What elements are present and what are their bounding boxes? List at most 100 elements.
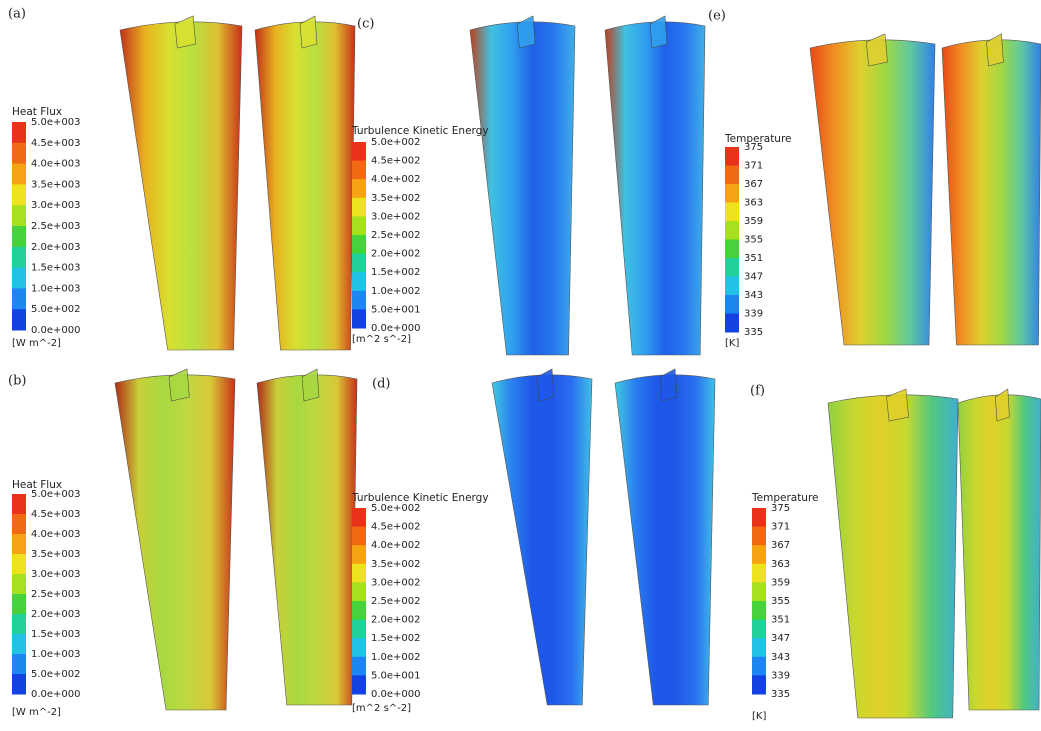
blade-tip <box>517 16 535 48</box>
colorbar-segment <box>352 291 366 310</box>
colorbar-tick-label: 363 <box>771 559 790 570</box>
colorbar-tick-label: 4.5e+003 <box>31 138 81 149</box>
blade-tip <box>650 16 667 48</box>
colorbar-tick-label: 4.5e+003 <box>31 509 81 520</box>
colorbar-segment <box>12 514 26 535</box>
colorbar-segment <box>352 142 366 161</box>
colorbar-segment <box>12 614 26 635</box>
colorbar-segment <box>12 534 26 555</box>
colorbar-tick-label: 0.0e+000 <box>31 689 81 700</box>
colorbar-segment <box>12 268 26 289</box>
colorbar-tick-label: 5.0e+003 <box>31 489 81 500</box>
legend-title: Turbulence Kinetic Energy <box>351 125 489 137</box>
colorbar-segment <box>352 675 366 694</box>
legend-unit: [m^2 s^-2] <box>352 334 411 345</box>
colorbar-tick-label: 335 <box>744 327 763 338</box>
colorbar-tick-label: 3.0e+002 <box>371 211 421 222</box>
colorbar-tick-label: 2.5e+003 <box>31 589 81 600</box>
figure: (a)Heat Flux5.0e+0034.5e+0034.0e+0033.5e… <box>0 0 1041 727</box>
colorbar-segment <box>352 508 366 527</box>
colorbar-segment <box>352 254 366 273</box>
colorbar-segment <box>352 179 366 198</box>
colorbar-segment <box>352 620 366 639</box>
colorbar-segment <box>12 288 26 309</box>
colorbar-tick-label: 0.0e+000 <box>371 689 421 700</box>
colorbar-tick-label: 371 <box>771 522 790 533</box>
colorbar-tick-label: 5.0e+003 <box>31 117 81 128</box>
colorbar-segment <box>12 574 26 595</box>
blade <box>942 40 1041 345</box>
colorbar-tick-label: 3.5e+002 <box>371 559 421 570</box>
blade-tip <box>995 389 1009 421</box>
colorbar-tick-label: 1.5e+002 <box>371 267 421 278</box>
colorbar-tick-label: 4.0e+003 <box>31 529 81 540</box>
colorbar-tick-label: 3.5e+003 <box>31 549 81 560</box>
colorbar-segment <box>352 272 366 291</box>
colorbar-segment <box>725 295 739 314</box>
colorbar-segment <box>725 166 739 185</box>
colorbar-tick-label: 1.5e+002 <box>371 633 421 644</box>
colorbar-tick-label: 367 <box>771 540 790 551</box>
colorbar-segment <box>752 508 766 527</box>
colorbar-tick-label: 351 <box>771 615 790 626</box>
blade-tip <box>169 369 189 401</box>
colorbar-tick-label: 2.5e+002 <box>371 230 421 241</box>
colorbar-tick-label: 1.0e+003 <box>31 283 81 294</box>
colorbar-segment <box>725 184 739 203</box>
colorbar-tick-label: 4.0e+003 <box>31 159 81 170</box>
colorbar-segment <box>12 554 26 575</box>
colorbar-segment <box>352 638 366 657</box>
colorbar-segment <box>352 545 366 564</box>
colorbar-segment <box>752 657 766 676</box>
colorbar-segment <box>352 216 366 235</box>
colorbar-tick-label: 1.0e+002 <box>371 652 421 663</box>
colorbar-segment <box>752 620 766 639</box>
colorbar-tick-label: 2.0e+002 <box>371 249 421 260</box>
panel-label: (f) <box>750 384 765 399</box>
colorbar-tick-label: 2.0e+003 <box>31 242 81 253</box>
colorbar-segment <box>752 638 766 657</box>
colorbar-tick-label: 2.0e+002 <box>371 615 421 626</box>
blade-tip <box>660 369 677 401</box>
colorbar-tick-label: 0.0e+000 <box>371 323 421 334</box>
colorbar-tick-label: 4.5e+002 <box>371 522 421 533</box>
blade <box>470 22 575 355</box>
blade-tip <box>866 34 887 66</box>
panel-label: (e) <box>708 9 726 24</box>
colorbar-segment <box>352 309 366 328</box>
colorbar-tick-label: 355 <box>771 596 790 607</box>
colorbar-tick-label: 371 <box>744 161 763 172</box>
colorbar-segment <box>725 314 739 333</box>
colorbar-tick-label: 3.0e+003 <box>31 200 81 211</box>
colorbar-segment <box>725 240 739 259</box>
colorbar-tick-label: 3.0e+003 <box>31 569 81 580</box>
colorbar-tick-label: 3.0e+002 <box>371 577 421 588</box>
legend-unit: [W m^-2] <box>12 707 61 718</box>
blade <box>115 375 235 710</box>
colorbar-segment <box>752 564 766 583</box>
colorbar-segment <box>352 527 366 546</box>
blade-tip <box>537 369 554 401</box>
blade <box>810 40 935 345</box>
colorbar-segment <box>725 277 739 296</box>
colorbar-segment <box>752 675 766 694</box>
legend-unit: [W m^-2] <box>12 338 61 349</box>
colorbar-segment <box>12 594 26 615</box>
colorbar-tick-label: 5.0e+001 <box>371 304 421 315</box>
colorbar-tick-label: 355 <box>744 235 763 246</box>
colorbar-tick-label: 1.5e+003 <box>31 263 81 274</box>
blade-tip <box>300 16 317 48</box>
colorbar-segment <box>12 184 26 205</box>
colorbar-tick-label: 5.0e+002 <box>371 503 421 514</box>
colorbar-tick-label: 351 <box>744 253 763 264</box>
colorbar-segment <box>725 221 739 240</box>
blade-tip <box>887 389 909 421</box>
blade-tip <box>302 369 319 401</box>
colorbar-segment <box>352 657 366 676</box>
colorbar-tick-label: 339 <box>771 670 790 681</box>
colorbar-segment <box>352 601 366 620</box>
blade-tip <box>175 16 196 48</box>
colorbar-tick-label: 3.5e+003 <box>31 179 81 190</box>
colorbar-segment <box>12 226 26 247</box>
colorbar-tick-label: 375 <box>771 503 790 514</box>
